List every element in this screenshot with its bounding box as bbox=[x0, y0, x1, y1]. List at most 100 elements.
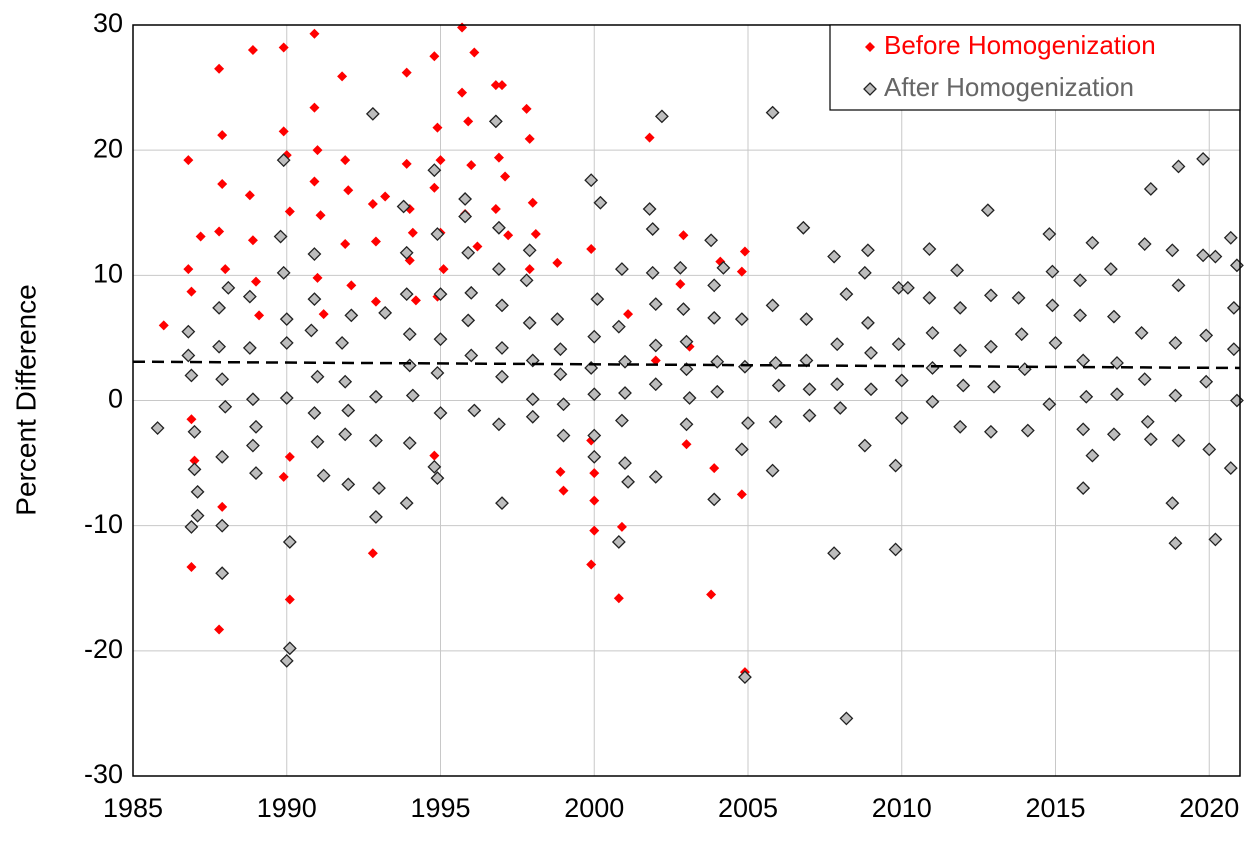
data-point bbox=[894, 373, 909, 388]
data-point bbox=[833, 401, 848, 415]
data-point bbox=[648, 377, 663, 392]
data-point bbox=[212, 300, 227, 315]
data-point bbox=[642, 202, 657, 216]
data-point bbox=[278, 471, 289, 482]
data-point bbox=[768, 356, 783, 370]
data-point bbox=[615, 262, 629, 276]
data-point bbox=[242, 289, 257, 304]
data-point bbox=[1226, 342, 1241, 357]
data-point bbox=[212, 339, 227, 354]
data-point bbox=[1137, 237, 1152, 251]
data-point bbox=[839, 287, 854, 302]
data-point bbox=[861, 315, 875, 330]
data-point bbox=[246, 392, 260, 407]
data-point bbox=[741, 416, 755, 430]
data-point bbox=[457, 87, 468, 98]
data-point bbox=[370, 296, 381, 307]
data-point bbox=[186, 561, 197, 572]
data-point bbox=[1107, 427, 1121, 442]
data-point bbox=[650, 355, 661, 366]
data-point bbox=[346, 280, 357, 291]
data-point bbox=[827, 546, 842, 561]
data-point bbox=[195, 231, 206, 242]
data-point bbox=[495, 496, 509, 511]
data-point bbox=[497, 80, 507, 91]
data-point bbox=[190, 484, 205, 499]
data-point bbox=[1143, 432, 1158, 447]
data-point bbox=[1042, 227, 1057, 241]
data-point bbox=[369, 509, 383, 524]
data-point bbox=[673, 260, 688, 275]
data-point bbox=[1110, 356, 1124, 370]
data-point bbox=[1165, 243, 1180, 258]
y-tick-label: 30 bbox=[93, 8, 123, 38]
data-point bbox=[247, 235, 258, 246]
data-point bbox=[864, 382, 878, 397]
data-point bbox=[519, 273, 534, 288]
data-point bbox=[611, 535, 626, 549]
data-point bbox=[278, 126, 289, 137]
data-point bbox=[282, 535, 297, 549]
data-point bbox=[1103, 262, 1118, 276]
data-point bbox=[864, 346, 878, 360]
data-point bbox=[984, 339, 998, 354]
data-point bbox=[888, 542, 903, 557]
data-point bbox=[461, 313, 476, 328]
data-point bbox=[611, 319, 626, 334]
data-point bbox=[679, 417, 694, 432]
data-point bbox=[524, 133, 535, 144]
data-point bbox=[830, 337, 845, 352]
data-point bbox=[495, 298, 509, 313]
data-point bbox=[587, 449, 602, 464]
data-point bbox=[458, 192, 473, 206]
data-point bbox=[466, 160, 477, 171]
data-point bbox=[189, 455, 200, 466]
data-point bbox=[337, 71, 348, 82]
data-point bbox=[341, 477, 356, 492]
data-point bbox=[1199, 374, 1214, 389]
data-point bbox=[467, 403, 482, 418]
data-point bbox=[427, 163, 442, 178]
data-point bbox=[679, 362, 694, 377]
data-point bbox=[736, 266, 747, 277]
data-point bbox=[370, 236, 381, 247]
data-point bbox=[522, 315, 537, 330]
data-point bbox=[950, 263, 965, 278]
data-point bbox=[645, 265, 660, 280]
data-point bbox=[367, 198, 378, 209]
data-point bbox=[438, 264, 449, 275]
data-point bbox=[1202, 442, 1217, 457]
data-point bbox=[1171, 433, 1186, 448]
data-point bbox=[402, 436, 417, 450]
data-point bbox=[706, 589, 717, 600]
data-point bbox=[734, 442, 749, 457]
data-point bbox=[623, 309, 634, 320]
data-point bbox=[432, 122, 443, 133]
data-point bbox=[399, 496, 414, 511]
trend-line bbox=[132, 360, 1241, 370]
data-point bbox=[644, 132, 655, 143]
data-point bbox=[247, 45, 258, 56]
data-point bbox=[555, 466, 566, 477]
data-point bbox=[765, 105, 780, 120]
x-tick-label: 2015 bbox=[1025, 793, 1085, 823]
data-point bbox=[1048, 336, 1063, 350]
data-point bbox=[343, 185, 354, 196]
data-point bbox=[980, 203, 995, 218]
data-point bbox=[150, 421, 165, 435]
data-point bbox=[1020, 423, 1035, 438]
data-point bbox=[217, 501, 228, 512]
y-tick-label: -20 bbox=[84, 634, 123, 664]
data-point bbox=[584, 173, 599, 188]
data-point bbox=[953, 343, 968, 358]
data-point bbox=[430, 471, 445, 486]
data-point bbox=[472, 241, 483, 252]
data-point bbox=[399, 245, 414, 260]
data-point bbox=[410, 295, 421, 306]
data-point bbox=[765, 463, 780, 478]
data-point bbox=[710, 384, 725, 399]
data-point bbox=[1045, 298, 1060, 313]
data-point bbox=[586, 244, 597, 255]
data-point bbox=[217, 130, 228, 141]
data-point bbox=[922, 290, 937, 305]
